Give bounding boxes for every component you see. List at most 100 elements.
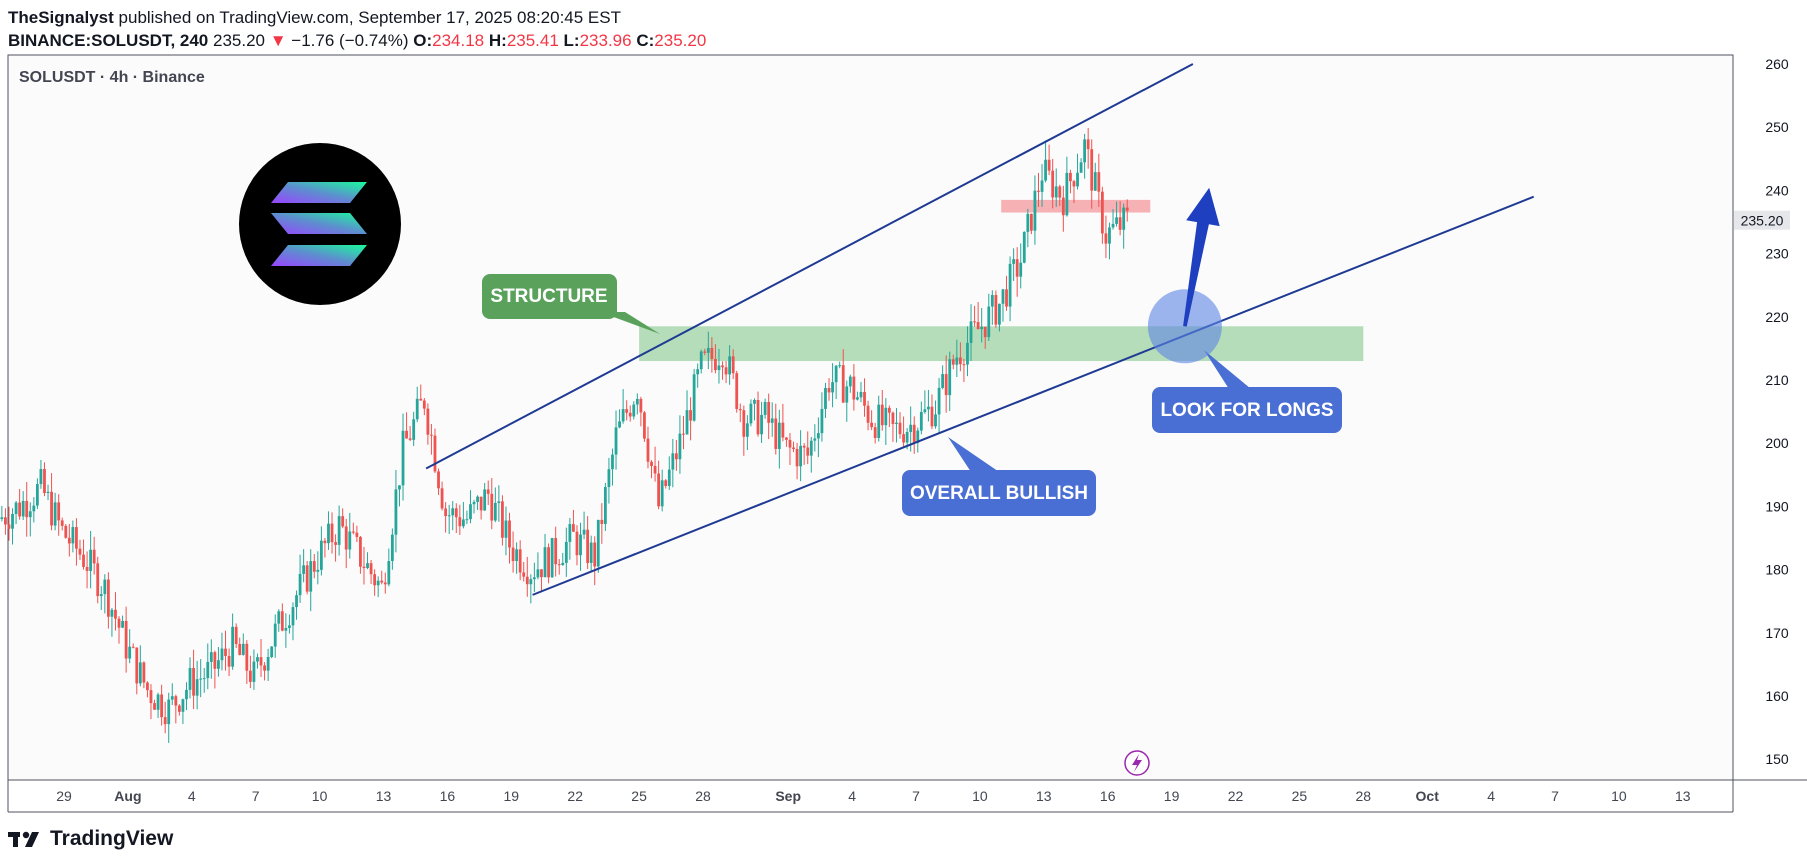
lightning-icon[interactable]	[1124, 750, 1150, 776]
candle-body	[1111, 223, 1115, 228]
candle-body	[238, 643, 242, 655]
zones	[639, 199, 1364, 362]
candle-body	[614, 427, 618, 455]
candle-body	[579, 534, 582, 556]
candle-body	[1090, 149, 1094, 191]
candle-body	[536, 569, 540, 578]
candle-body	[451, 508, 455, 516]
time-tick-label: 25	[1292, 788, 1308, 804]
candle-body	[582, 529, 586, 535]
candle-body	[1001, 289, 1005, 304]
candle-body	[408, 438, 412, 440]
candle-body	[611, 454, 614, 470]
candle-body	[373, 574, 377, 586]
candle-body	[756, 400, 760, 435]
overall-bullish-callout[interactable]: OVERALL BULLISH	[902, 437, 1096, 516]
candle-body	[603, 487, 607, 524]
candle-body	[816, 433, 820, 439]
price-tick-label: 160	[1765, 688, 1789, 704]
candle-body	[64, 525, 68, 538]
candle-body	[486, 489, 490, 494]
candle-body	[149, 690, 153, 704]
candle-body	[334, 542, 337, 545]
look-for-longs-marker[interactable]	[1147, 187, 1222, 364]
candle-body	[128, 646, 132, 659]
candle-body	[710, 347, 714, 359]
candle-body	[511, 547, 515, 562]
time-tick-label: Sep	[775, 788, 801, 804]
author-name[interactable]: TheSignalyst	[8, 8, 114, 27]
candle-body	[412, 419, 416, 440]
candle-body	[288, 625, 291, 628]
candle-body	[390, 534, 394, 562]
high-label: H:	[488, 31, 507, 50]
candle-body	[724, 367, 728, 375]
candle-body	[341, 516, 345, 527]
candle-body	[465, 519, 469, 521]
high-value: 235.41	[506, 31, 559, 50]
candle-body	[501, 501, 504, 538]
look-for-longs-callout[interactable]: LOOK FOR LONGS	[1152, 350, 1342, 433]
structure-callout[interactable]: STRUCTURE	[482, 274, 660, 334]
candle-body	[469, 504, 472, 520]
candle-body	[635, 398, 639, 405]
time-axis[interactable]: 29 Aug 4 7 10 13 16 19 22 25 28 Sep 4 7 10 13 16 19 22 25 28…	[56, 788, 1691, 804]
candle-body	[99, 594, 103, 597]
candle-body	[1044, 159, 1047, 181]
candle-body	[1065, 172, 1069, 216]
candle-body	[518, 549, 522, 573]
candle-body	[121, 620, 124, 628]
open-value: 234.18	[432, 31, 485, 50]
tradingview-brand: TradingView	[50, 827, 174, 850]
candle-body	[685, 410, 689, 435]
channel-lines[interactable]	[425, 63, 1535, 596]
candle-body	[838, 365, 842, 367]
time-tick-label: 28	[1356, 788, 1372, 804]
candle-body	[263, 665, 266, 671]
candle-body	[444, 508, 448, 517]
candle-body	[820, 408, 824, 434]
candle-body	[124, 620, 128, 659]
candle-body	[28, 511, 32, 518]
candle-body	[593, 542, 597, 567]
candle-body	[809, 440, 813, 456]
candle-body	[497, 501, 501, 503]
candle-body	[89, 549, 93, 571]
candle-body	[653, 465, 657, 474]
tradingview-logo-icon	[8, 831, 39, 847]
candle-body	[575, 531, 579, 556]
candle-body	[792, 447, 795, 449]
candle-body	[359, 536, 362, 567]
candle-body	[25, 500, 29, 518]
candle-body	[866, 405, 870, 423]
price-tick-label: 250	[1765, 119, 1789, 135]
candle-body	[873, 427, 877, 438]
candle-body	[596, 519, 600, 567]
candle-body	[1108, 227, 1111, 244]
candle-body	[192, 667, 195, 696]
time-tick-label: 7	[912, 788, 920, 804]
candle-body	[46, 491, 50, 494]
time-tick-label: 22	[567, 788, 583, 804]
candle-body	[927, 406, 930, 410]
candle-body	[618, 421, 621, 428]
time-tick-label: 4	[848, 788, 856, 804]
price-tick-label: 240	[1765, 182, 1789, 198]
close-value: 235.20	[654, 31, 707, 50]
candle-body	[973, 321, 976, 323]
candle-body	[930, 406, 934, 427]
open-label: O:	[413, 31, 433, 50]
candle-body	[43, 469, 46, 494]
price-axis[interactable]: 150 160 170 180 190 200 210 220 230 240 250 260	[1765, 56, 1789, 767]
last-price-label: 235.20	[1741, 213, 1784, 229]
price-tick-label: 190	[1765, 498, 1789, 514]
ohlc-line: BINANCE:SOLUSDT, 240 235.20 ▼ −1.76 (−0.…	[8, 29, 1788, 52]
candle-body	[1015, 259, 1019, 277]
tradingview-logo[interactable]: TradingView	[8, 824, 173, 854]
candle-body	[540, 569, 543, 578]
candle-body	[146, 682, 149, 691]
candle-body	[284, 627, 288, 631]
candle-body	[721, 365, 724, 368]
bullish-arrow	[1183, 187, 1220, 327]
